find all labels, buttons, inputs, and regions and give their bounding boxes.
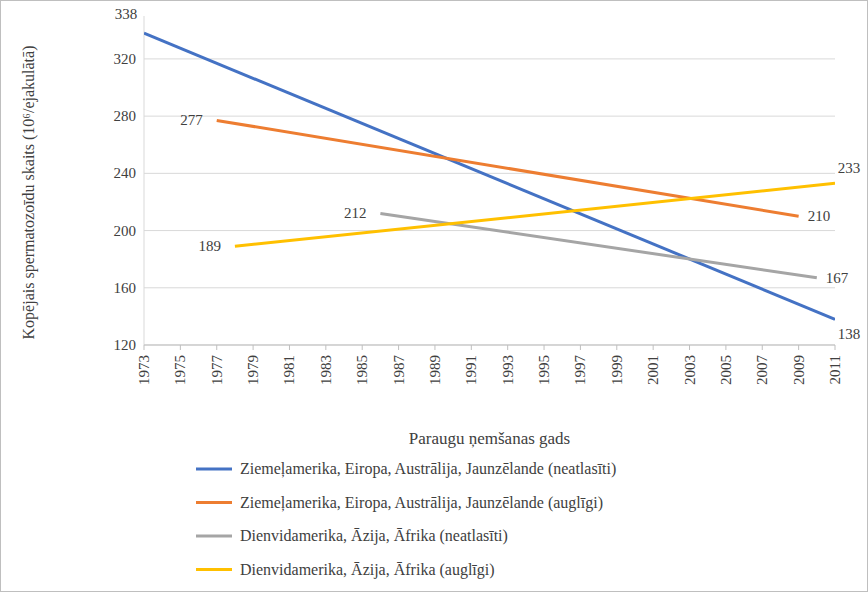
x-tick-label: 2007 [754,355,770,386]
x-tick-label: 2011 [827,355,843,384]
legend-swatch [196,501,232,504]
x-tick-label: 1999 [609,355,625,385]
x-tick-label: 1981 [281,355,297,385]
x-tick [798,345,799,350]
data-label: 138 [838,326,861,342]
legend-label: Dienvidamerika, Āzija, Āfrika (neatlasīt… [240,527,508,545]
x-tick-label: 2001 [645,355,661,385]
y-axis-line [144,16,145,345]
x-tick [434,345,435,350]
x-tick [544,345,545,350]
x-tick-label: 1987 [391,355,407,386]
data-label: 189 [198,238,221,254]
x-tick-label: 1989 [427,355,443,385]
y-tick-label: 160 [114,280,137,296]
x-tick [689,345,690,350]
x-tick-label: 1973 [136,355,152,385]
series-line [217,120,799,216]
x-tick [325,345,326,350]
grid-line [144,287,835,288]
x-tick-label: 1977 [209,355,225,386]
x-tick [653,345,654,350]
series-line [144,33,835,319]
x-tick-label: 1995 [536,355,552,385]
x-tick-label: 1993 [500,355,516,385]
legend-swatch [196,468,232,471]
x-tick-label: 1975 [172,355,188,385]
x-tick [144,345,145,350]
x-tick-label: 1991 [463,355,479,385]
legend: Ziemeļamerika, Eiropa, Austrālija, Jaunz… [196,460,616,579]
x-tick [725,345,726,350]
x-tick [289,345,290,350]
y-axis-title: Kopējais spermatozoīdu skaits (10⁶/ejaku… [20,46,38,340]
x-tick [253,345,254,350]
data-label: 233 [838,160,861,176]
series-line [235,183,835,246]
x-tick [180,345,181,350]
data-label: 167 [826,270,849,286]
x-tick [616,345,617,350]
legend-label: Ziemeļamerika, Eiropa, Austrālija, Jaunz… [240,494,603,512]
x-axis-line [144,345,835,346]
y-tick-label: 320 [114,51,137,67]
data-label: 338 [115,6,138,22]
x-tick [835,345,836,350]
y-tick-label: 280 [114,108,137,124]
x-tick-label: 2003 [682,355,698,385]
grid-line [144,58,835,59]
x-tick-label: 2005 [718,355,734,385]
x-tick [216,345,217,350]
x-tick [762,345,763,350]
x-tick [398,345,399,350]
data-label: 277 [180,112,203,128]
legend-swatch [196,535,232,538]
y-tick-label: 240 [114,165,137,181]
chart-frame [1,1,868,592]
grid-line [144,116,835,117]
data-label: 210 [808,208,831,224]
x-tick [362,345,363,350]
x-tick [471,345,472,350]
x-tick-label: 1983 [318,355,334,385]
x-tick-label: 1979 [245,355,261,385]
x-tick-label: 2009 [791,355,807,385]
x-tick-label: 1997 [572,355,588,386]
x-tick [507,345,508,350]
lines [144,33,835,319]
x-tick-label: 1985 [354,355,370,385]
x-tick [580,345,581,350]
x-axis-title: Paraugu ņemšanas gads [409,429,570,448]
chart: 120 160 200 240 280 320 1973 1975 1977 1979 1981 19… [0,0,868,592]
legend-label: Ziemeļamerika, Eiropa, Austrālija, Jaunz… [240,460,616,478]
grid-line [144,345,835,346]
y-tick-label: 200 [114,223,137,239]
grid-line [144,173,835,174]
y-tick-label: 120 [114,337,137,353]
legend-swatch [196,568,232,571]
data-label: 212 [344,205,367,221]
legend-label: Dienvidamerika, Āzija, Āfrika (auglīgi) [240,561,495,579]
data-labels: 338 138 277 210 212 167 189 233 [115,6,861,342]
grid [144,59,835,345]
